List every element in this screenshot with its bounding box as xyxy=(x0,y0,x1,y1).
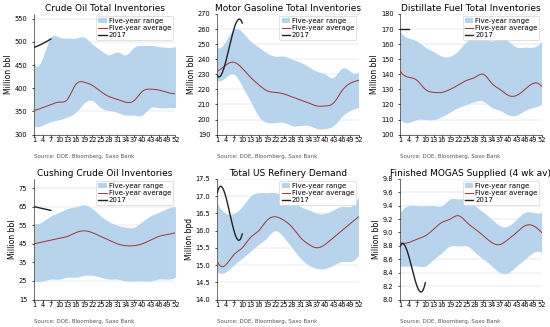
Title: Finished MOGAS Supplied (4 wk av): Finished MOGAS Supplied (4 wk av) xyxy=(390,169,550,178)
Y-axis label: Million bbl: Million bbl xyxy=(187,55,196,94)
Legend: Five-year range, Five-year average, 2017: Five-year range, Five-year average, 2017 xyxy=(96,181,173,205)
Title: Cushing Crude Oil Inventories: Cushing Crude Oil Inventories xyxy=(37,169,173,178)
Legend: Five-year range, Five-year average, 2017: Five-year range, Five-year average, 2017 xyxy=(463,181,540,205)
Y-axis label: Million bpd: Million bpd xyxy=(185,218,194,260)
Text: Source: DOE, Bloomberg, Saxo Bank: Source: DOE, Bloomberg, Saxo Bank xyxy=(217,154,318,159)
Text: Source: DOE, Bloomberg, Saxo Bank: Source: DOE, Bloomberg, Saxo Bank xyxy=(400,319,500,324)
Legend: Five-year range, Five-year average, 2017: Five-year range, Five-year average, 2017 xyxy=(279,16,356,40)
Legend: Five-year range, Five-year average, 2017: Five-year range, Five-year average, 2017 xyxy=(96,16,173,40)
Title: Motor Gasoline Total Inventories: Motor Gasoline Total Inventories xyxy=(215,4,361,13)
Title: Total US Refinery Demand: Total US Refinery Demand xyxy=(229,169,347,178)
Y-axis label: Million bbl: Million bbl xyxy=(8,219,18,259)
Text: Source: DOE, Bloomberg, Saxo Bank: Source: DOE, Bloomberg, Saxo Bank xyxy=(34,319,135,324)
Text: Source: DOE, Bloomberg, Saxo Bank: Source: DOE, Bloomberg, Saxo Bank xyxy=(34,154,135,159)
Title: Crude Oil Total Inventories: Crude Oil Total Inventories xyxy=(45,4,165,13)
Title: Distillate Fuel Total Inventories: Distillate Fuel Total Inventories xyxy=(401,4,541,13)
Y-axis label: Million bbl: Million bbl xyxy=(4,55,13,94)
Legend: Five-year range, Five-year average, 2017: Five-year range, Five-year average, 2017 xyxy=(463,16,540,40)
Text: Source: DOE, Bloomberg, Saxo Bank: Source: DOE, Bloomberg, Saxo Bank xyxy=(217,319,318,324)
Y-axis label: Million bbl: Million bbl xyxy=(372,219,382,259)
Y-axis label: Million bbl: Million bbl xyxy=(371,55,380,94)
Text: Source: DOE, Bloomberg, Saxo Bank: Source: DOE, Bloomberg, Saxo Bank xyxy=(400,154,500,159)
Legend: Five-year range, Five-year average, 2017: Five-year range, Five-year average, 2017 xyxy=(279,181,356,205)
